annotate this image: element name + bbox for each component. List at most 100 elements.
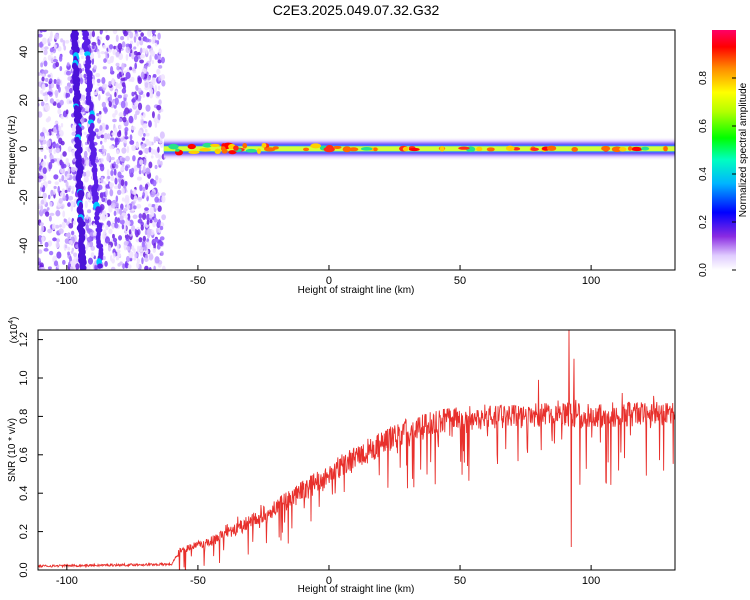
noise-speckle bbox=[158, 48, 162, 55]
colorbar-tick-label: 0.8 bbox=[698, 71, 709, 85]
noise-speckle bbox=[91, 45, 95, 50]
noise-speckle bbox=[66, 173, 70, 179]
noise-speckle bbox=[129, 140, 135, 145]
noise-speckle bbox=[109, 145, 115, 150]
noise-speckle bbox=[152, 35, 157, 41]
spectrogram-x-tick-label: 100 bbox=[582, 275, 600, 287]
noise-speckle bbox=[94, 128, 99, 133]
tone-blob bbox=[264, 147, 276, 152]
noise-speckle bbox=[161, 214, 167, 221]
noise-speckle bbox=[59, 65, 63, 72]
noise-speckle bbox=[118, 118, 123, 123]
noise-speckle bbox=[121, 62, 125, 71]
noise-speckle bbox=[55, 61, 60, 68]
noise-speckle bbox=[133, 195, 138, 202]
noise-speckle bbox=[129, 66, 133, 71]
noise-speckle bbox=[139, 47, 143, 54]
noise-speckle bbox=[107, 175, 111, 180]
noise-speckle bbox=[106, 199, 112, 206]
spectrogram-x-tick-label: 0 bbox=[326, 275, 332, 287]
tone-blob bbox=[373, 147, 378, 152]
noise-speckle bbox=[67, 187, 71, 193]
colorbar-tick-label: 0.2 bbox=[698, 215, 709, 229]
noise-speckle bbox=[128, 229, 132, 235]
noise-speckle bbox=[65, 158, 69, 163]
snr-x-tick-label: 50 bbox=[454, 575, 466, 587]
noise-speckle bbox=[90, 252, 95, 258]
noise-speckle bbox=[41, 236, 45, 242]
noise-speckle bbox=[51, 223, 56, 230]
noise-speckle bbox=[71, 149, 76, 157]
noise-speckle bbox=[146, 241, 152, 249]
tone-blob bbox=[458, 146, 470, 150]
noise-speckle bbox=[42, 192, 47, 199]
noise-speckle bbox=[131, 51, 135, 60]
noise-speckle bbox=[100, 30, 104, 34]
noise-speckle bbox=[115, 82, 119, 89]
noise-speckle bbox=[144, 265, 149, 270]
noise-speckle bbox=[149, 254, 154, 260]
noise-speckle bbox=[98, 93, 101, 101]
tone-blob bbox=[175, 148, 180, 152]
tone-core bbox=[163, 146, 675, 152]
noise-speckle bbox=[151, 51, 155, 57]
noise-speckle bbox=[129, 31, 134, 39]
noise-speckle bbox=[142, 120, 148, 125]
noise-speckle bbox=[111, 80, 115, 86]
noise-speckle bbox=[105, 124, 109, 130]
noise-speckle bbox=[137, 102, 143, 111]
spectrogram-x-ticks: -100 -50 0 50 100 bbox=[56, 265, 600, 287]
noise-speckle bbox=[116, 73, 121, 79]
noise-speckle bbox=[154, 203, 159, 210]
noise-speckle bbox=[58, 228, 64, 234]
noise-speckle bbox=[102, 66, 107, 70]
noise-speckle bbox=[121, 88, 127, 94]
noise-speckle bbox=[98, 110, 102, 115]
tone-blob bbox=[202, 142, 213, 148]
noise-speckle bbox=[145, 104, 151, 112]
noise-speckle bbox=[53, 189, 56, 195]
noise-speckle bbox=[111, 258, 115, 264]
noise-speckle bbox=[114, 216, 118, 225]
noise-speckle bbox=[110, 169, 114, 177]
noise-speckle bbox=[133, 113, 138, 120]
noise-speckle bbox=[151, 77, 156, 83]
tone-blob bbox=[634, 147, 643, 151]
noise-speckle bbox=[95, 73, 101, 78]
noise-speckle bbox=[104, 260, 108, 267]
noise-speckle bbox=[100, 51, 105, 55]
noise-speckle bbox=[155, 136, 159, 141]
snr-x-ticks: -100 -50 0 50 100 bbox=[56, 565, 600, 587]
noise-speckle bbox=[40, 89, 44, 95]
noise-speckle bbox=[140, 143, 146, 149]
noise-speckle bbox=[132, 214, 138, 219]
noise-speckle bbox=[120, 166, 125, 171]
noise-speckle bbox=[110, 175, 115, 182]
spectrogram-panel: -100 -50 0 50 100 -40 -20 0 20 40 Height of stra… bbox=[7, 29, 676, 296]
noise-speckle bbox=[39, 30, 43, 33]
noise-speckle bbox=[113, 127, 118, 133]
noise-speckle bbox=[136, 40, 140, 47]
noise-speckle bbox=[141, 47, 146, 53]
noise-speckle bbox=[120, 36, 125, 41]
noise-speckle bbox=[38, 235, 43, 243]
noise-speckle bbox=[151, 30, 157, 34]
noise-speckle bbox=[68, 100, 73, 104]
noise-speckle bbox=[115, 51, 120, 57]
noise-speckle bbox=[75, 262, 80, 270]
noise-speckle bbox=[64, 238, 70, 244]
noise-speckle bbox=[116, 158, 120, 165]
noise-speckle bbox=[47, 266, 52, 270]
noise-speckle bbox=[160, 56, 165, 64]
snr-y-ticks: 0.0 0.2 0.4 0.6 0.8 1.0 1.2 bbox=[18, 332, 43, 578]
noise-speckle bbox=[85, 159, 89, 167]
noise-speckle bbox=[117, 171, 122, 178]
noise-speckle bbox=[147, 45, 152, 49]
noise-speckle bbox=[68, 195, 74, 201]
noise-speckle bbox=[50, 189, 54, 197]
noise-speckle bbox=[154, 84, 158, 93]
noise-speckle bbox=[53, 260, 59, 267]
noise-speckle bbox=[110, 137, 115, 141]
noise-speckle bbox=[86, 170, 91, 178]
noise-speckle bbox=[100, 176, 104, 184]
